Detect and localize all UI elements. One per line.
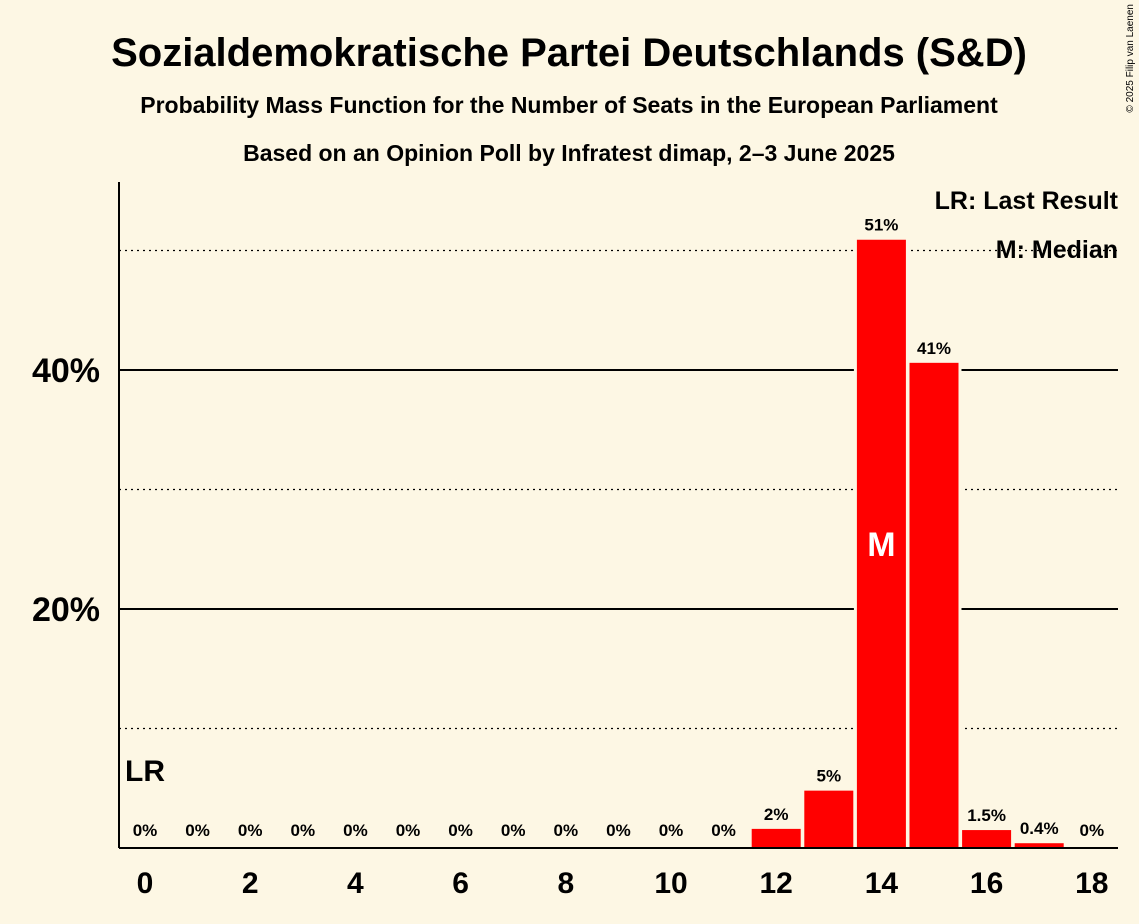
x-tick-label: 10 bbox=[654, 867, 687, 900]
y-axis-ticks: 20% 40% bbox=[32, 352, 100, 629]
bars bbox=[748, 236, 1067, 848]
bar-value-label: 0% bbox=[343, 821, 368, 840]
x-tick-label: 16 bbox=[970, 867, 1003, 900]
x-tick-label: 18 bbox=[1075, 867, 1108, 900]
x-tick-label: 14 bbox=[865, 867, 899, 900]
copyright: © 2025 Filip van Laenen bbox=[1125, 4, 1136, 113]
chart-source: Based on an Opinion Poll by Infratest di… bbox=[243, 140, 895, 166]
bar-value-label: 1.5% bbox=[967, 806, 1006, 825]
last-result-marker: LR bbox=[125, 755, 165, 788]
bar bbox=[1014, 843, 1064, 848]
bar-value-label: 0.4% bbox=[1020, 819, 1059, 838]
bar-value-label: 0% bbox=[606, 821, 631, 840]
bar-value-label: 0% bbox=[448, 821, 473, 840]
bar-value-label: 0% bbox=[1080, 821, 1105, 840]
y-tick-label: 40% bbox=[32, 352, 100, 390]
bar-value-label: 0% bbox=[291, 821, 316, 840]
bar bbox=[751, 828, 801, 848]
chart-title: Sozialdemokratische Partei Deutschlands … bbox=[111, 31, 1027, 75]
bar bbox=[804, 790, 854, 848]
x-tick-label: 8 bbox=[557, 867, 574, 900]
legend-median: M: Median bbox=[996, 236, 1118, 264]
gridlines bbox=[119, 249, 1118, 730]
x-tick-label: 4 bbox=[347, 867, 364, 900]
bar-value-label: 41% bbox=[917, 339, 951, 358]
x-tick-label: 2 bbox=[242, 867, 259, 900]
bar-value-label: 0% bbox=[711, 821, 736, 840]
chart-subtitle: Probability Mass Function for the Number… bbox=[140, 92, 998, 118]
bar-value-label: 0% bbox=[554, 821, 579, 840]
bar-value-label: 5% bbox=[817, 767, 842, 786]
bar-value-label: 0% bbox=[238, 821, 263, 840]
bar-value-label: 51% bbox=[864, 216, 898, 235]
bar-value-label: 0% bbox=[659, 821, 684, 840]
bar-value-label: 0% bbox=[133, 821, 158, 840]
bar-value-label: 0% bbox=[185, 821, 210, 840]
bar bbox=[909, 362, 959, 848]
bar bbox=[856, 239, 906, 848]
bar-value-label: 2% bbox=[764, 805, 789, 824]
bar bbox=[962, 830, 1012, 848]
x-tick-label: 6 bbox=[452, 867, 469, 900]
median-marker: M bbox=[867, 526, 895, 564]
x-tick-label: 12 bbox=[760, 867, 793, 900]
x-axis-ticks: 0 2 4 6 8 10 12 14 16 18 bbox=[137, 867, 1109, 900]
legend-last-result: LR: Last Result bbox=[935, 187, 1119, 215]
bar-value-label: 0% bbox=[396, 821, 421, 840]
y-tick-label: 20% bbox=[32, 591, 100, 629]
bar-value-label: 0% bbox=[501, 821, 526, 840]
x-tick-label: 0 bbox=[137, 867, 154, 900]
bar-labels: 0% 0% 0% 0% 0% 0% 0% 0% 0% 0% 0% 0% 2% 5% 51% 41% 1.5% 0.… bbox=[133, 216, 1104, 840]
